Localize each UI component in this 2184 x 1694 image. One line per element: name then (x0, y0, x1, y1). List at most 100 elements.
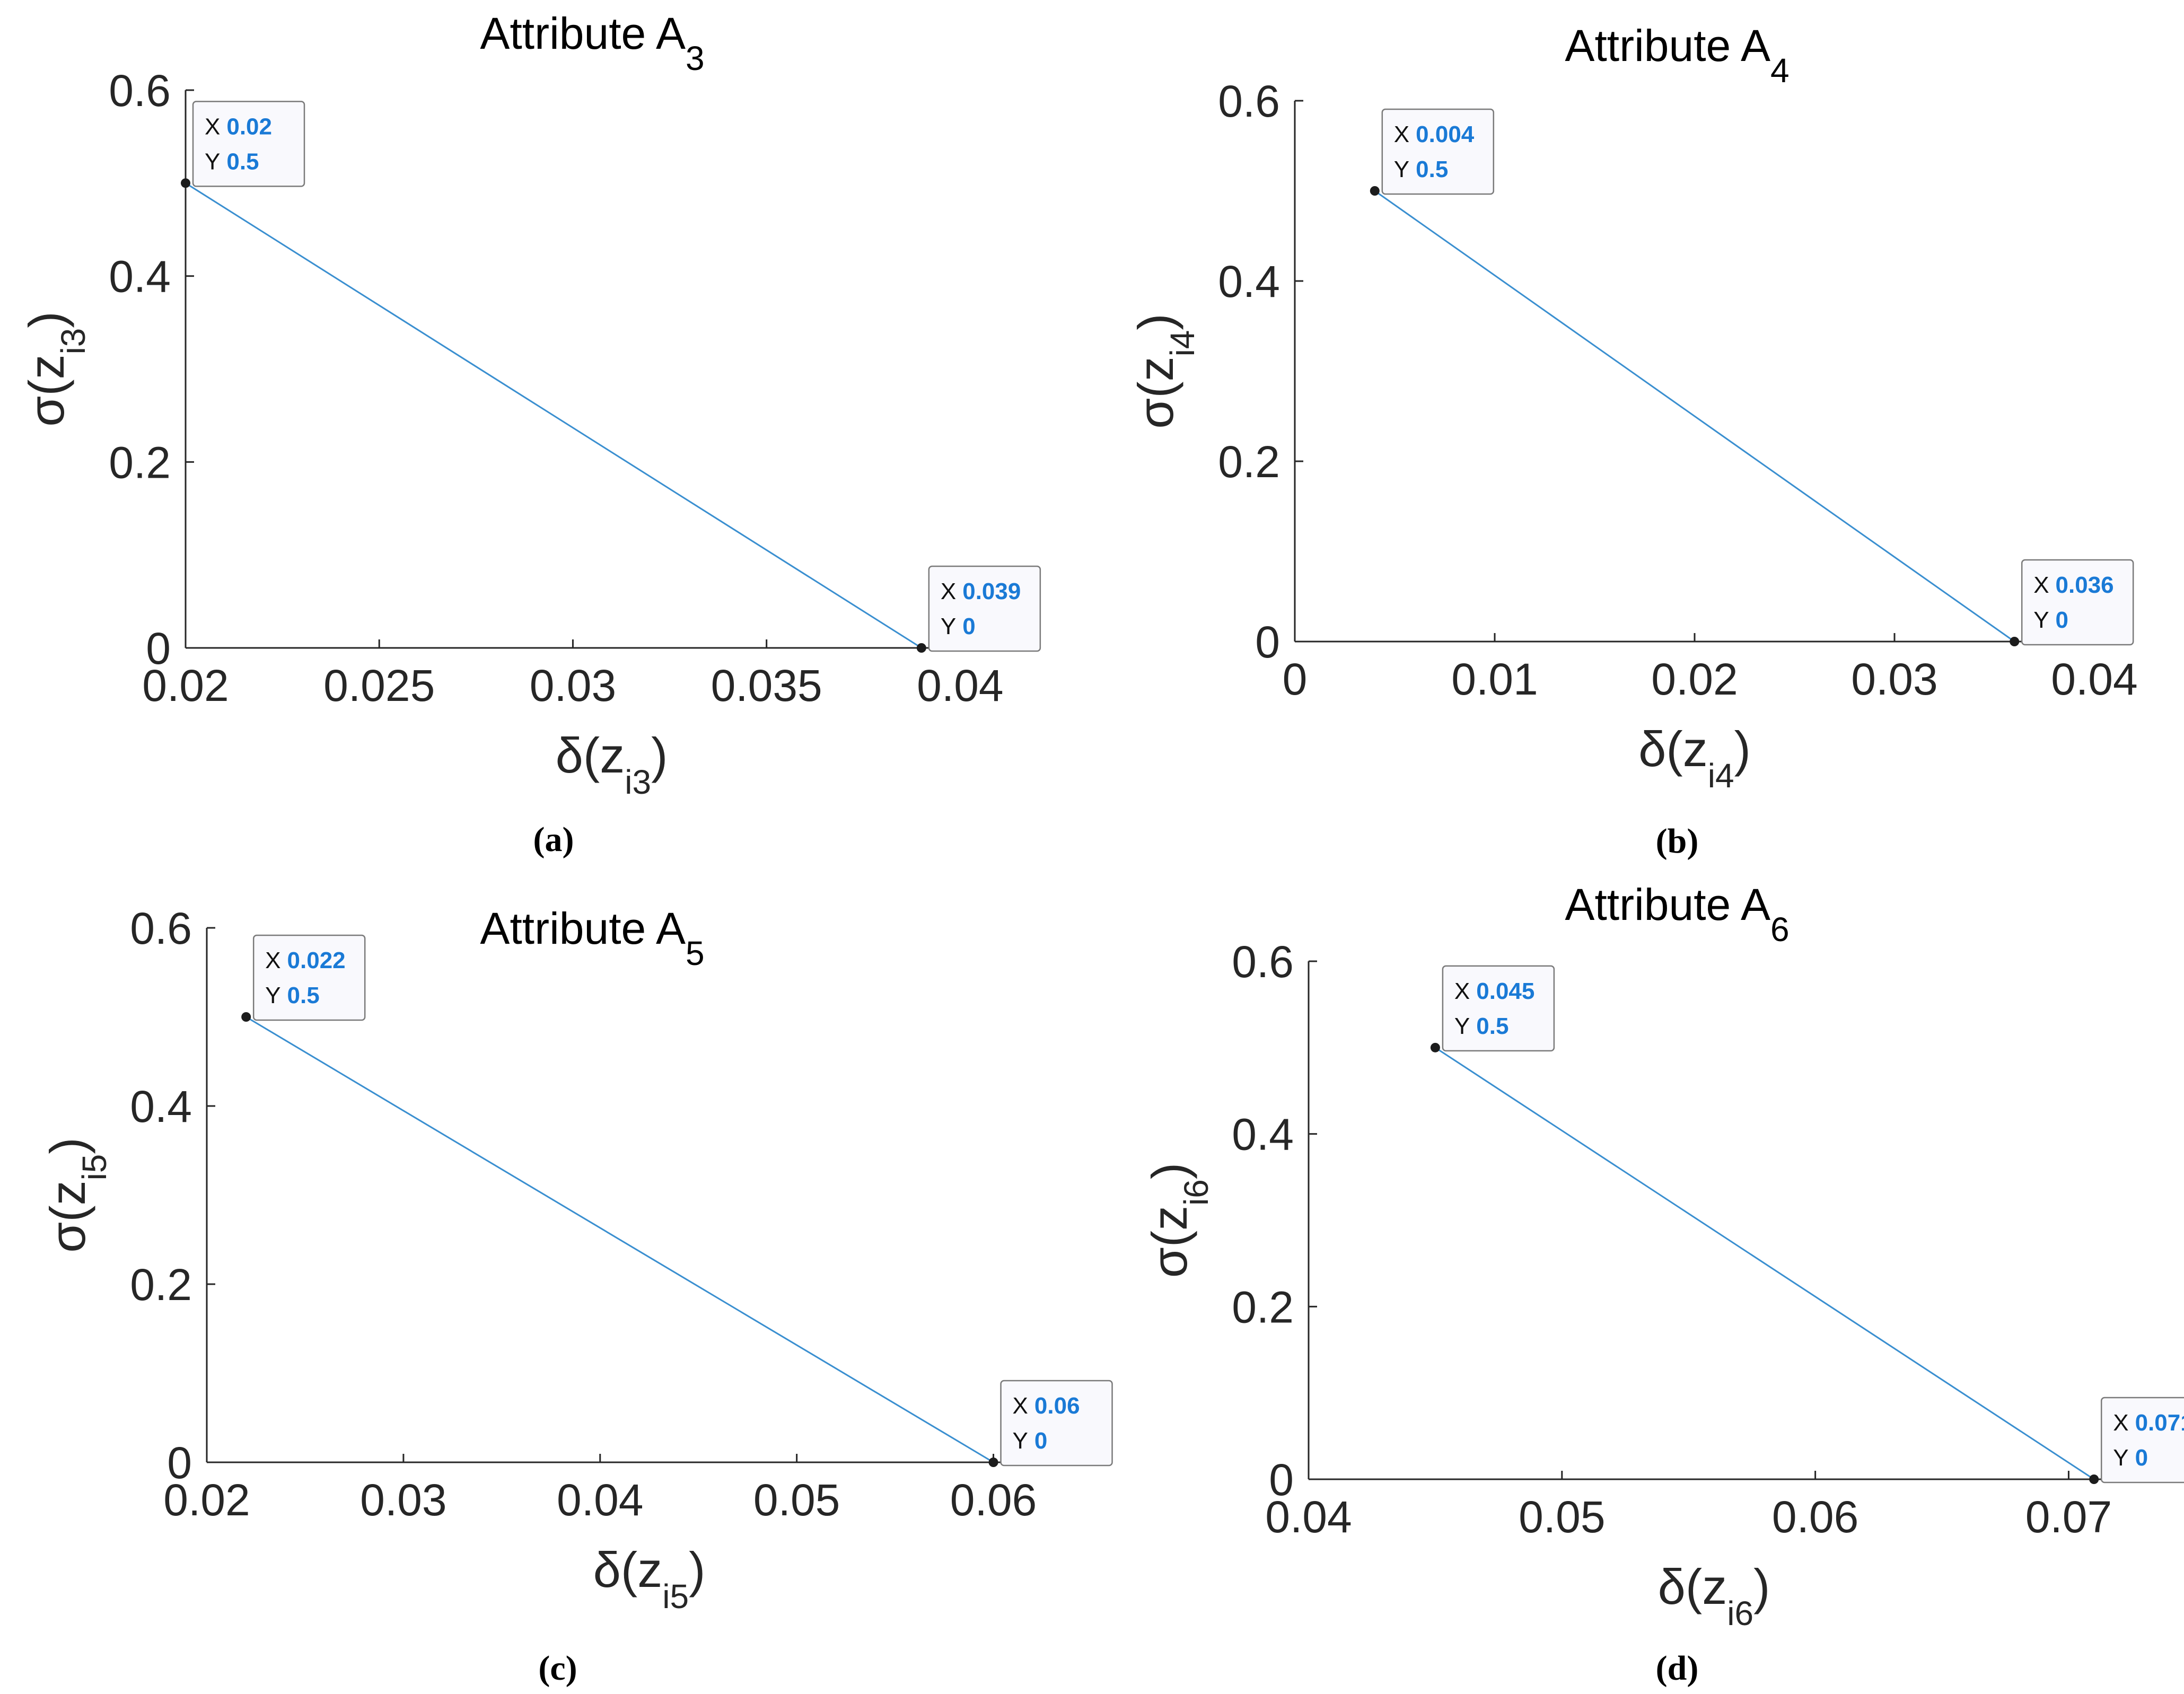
x-axis-label-suffix: ) (1753, 1559, 1770, 1614)
datatip-y-value: 0.5 (1416, 156, 1448, 182)
y-axis-label: σ(zi6) (1142, 1163, 1215, 1278)
datatip[interactable]: X 0.039 Y 0 (928, 565, 1041, 652)
y-axis-label-prefix: σ(z (1128, 356, 1183, 428)
y-axis-label: σ(zi4) (1128, 313, 1201, 428)
datatip-x-value: 0.004 (1416, 121, 1475, 147)
panel-b: 0 0.01 0.02 0.03 0.04 0 0.2 0.4 0.6 Attribute A4 δ… (1128, 21, 2138, 861)
datatip-x-value: 0.071 (2135, 1410, 2184, 1436)
panel-label: (b) (1656, 822, 1699, 861)
y-tick-label: 0.2 (1232, 1282, 1294, 1332)
panel-label: (c) (538, 1649, 577, 1688)
datatip-y-label: Y (1013, 1428, 1028, 1454)
datatip-y-value: 0 (1034, 1428, 1047, 1454)
data-point (1370, 186, 1380, 196)
datatip[interactable]: X 0.004 Y 0.5 (1381, 108, 1495, 195)
datatip-y-label: Y (2113, 1445, 2128, 1471)
data-point (181, 178, 190, 188)
x-tick-label: 0.06 (950, 1475, 1037, 1525)
datatip-y-value: 0.5 (287, 982, 320, 1008)
data-point (988, 1458, 998, 1467)
datatip-x-row: X 0.039 (941, 578, 1021, 604)
y-axis-label-prefix: σ(z (1142, 1206, 1197, 1278)
x-axis-label: δ(zi6) (1658, 1559, 1770, 1632)
chart-title-subscript: 5 (686, 934, 705, 972)
datatip-y-value: 0 (2056, 607, 2068, 633)
y-axis-label-subscript: i3 (54, 328, 92, 355)
x-tick-label: 0.03 (360, 1475, 447, 1525)
datatip-x-label: X (1454, 978, 1470, 1004)
chart-title-text: Attribute A (480, 8, 686, 58)
datatip-x-label: X (941, 578, 956, 604)
datatip[interactable]: X 0.02Y 0.5 (192, 101, 305, 187)
datatip-box (2021, 559, 2134, 646)
x-tick-label: 0.03 (1851, 654, 1938, 704)
x-tick-label: 0.04 (917, 661, 1004, 710)
x-tick-label: 0.02 (1651, 654, 1738, 704)
chart-title: Attribute A3 (480, 8, 704, 77)
y-tick-label: 0.2 (1218, 437, 1280, 487)
y-tick-label: 0.2 (109, 437, 171, 487)
y-axis-label-subscript: i6 (1177, 1179, 1215, 1206)
x-axis-label-subscript: i5 (662, 1577, 689, 1616)
datatip[interactable]: X 0.06Y 0 (1000, 1380, 1113, 1467)
datatip-x-value: 0.02 (226, 113, 272, 139)
y-tick-label: 0.6 (1218, 76, 1280, 126)
datatip-box (1442, 965, 1555, 1052)
chart-title: Attribute A5 (480, 903, 704, 972)
y-tick-label: 0.6 (109, 66, 171, 116)
datatip-y-row: Y 0.5 (1394, 156, 1449, 182)
chart-title: Attribute A6 (1565, 880, 1789, 949)
x-axis-label-prefix: δ(z (1658, 1559, 1727, 1614)
x-axis-label: δ(zi5) (593, 1542, 706, 1616)
datatip-y-row: Y 0.5 (205, 148, 259, 174)
x-axis-label-suffix: ) (689, 1542, 705, 1598)
datatip-y-label: Y (941, 613, 956, 639)
y-tick-label: 0 (167, 1438, 192, 1488)
datatip-x-label: X (1013, 1393, 1028, 1419)
datatip[interactable]: X 0.022 Y 0.5 (252, 934, 366, 1021)
x-tick-label: 0.02 (163, 1475, 250, 1525)
datatip-y-label: Y (205, 148, 220, 174)
x-tick-label: 0.04 (557, 1475, 644, 1525)
x-axis-label-suffix: ) (651, 727, 668, 783)
data-point (241, 1012, 251, 1022)
chart-title-subscript: 4 (1770, 51, 1790, 90)
datatip-x-label: X (2033, 572, 2049, 598)
data-point (2010, 637, 2020, 646)
data-point (916, 643, 926, 653)
series-line (245, 1016, 994, 1463)
y-tick-label: 0.4 (1232, 1110, 1294, 1160)
datatip-y-value: 0.5 (1476, 1013, 1508, 1039)
x-axis-label-suffix: ) (1734, 721, 1751, 777)
datatip[interactable]: X 0.036 Y 0 (2021, 559, 2134, 646)
y-axis-label-prefix: σ(z (40, 1180, 95, 1252)
x-tick-label: 0.035 (711, 661, 822, 710)
y-axis-label: σ(zi3) (19, 311, 92, 426)
y-tick-label: 0 (1269, 1455, 1294, 1505)
datatip-y-row: Y 0.5 (265, 982, 320, 1008)
datatip-x-label: X (2113, 1410, 2128, 1436)
datatip-y-label: Y (1394, 156, 1409, 182)
y-axis-label-prefix: σ(z (19, 354, 74, 426)
data-point (2089, 1474, 2099, 1484)
y-axis-label-subscript: i4 (1163, 330, 1201, 357)
panel-d: 0.04 0.05 0.06 0.07 0 0.2 0.4 0.6 Attribute A6 δ(… (1142, 880, 2184, 1688)
y-tick-label: 0.6 (130, 903, 192, 953)
datatip-x-row: X 0.004 (1394, 121, 1475, 147)
datatip-x-row: X 0.071 (2113, 1410, 2184, 1436)
y-tick-label: 0 (146, 624, 171, 673)
x-tick-label: 0.05 (753, 1475, 840, 1525)
y-tick-label: 0.2 (130, 1260, 192, 1310)
panel-label: (a) (533, 820, 574, 859)
datatip-y-label: Y (2033, 607, 2049, 633)
datatip-box (2100, 1397, 2184, 1484)
chart-title-subscript: 6 (1770, 910, 1790, 949)
x-axis-label-prefix: δ(z (593, 1542, 663, 1598)
datatip[interactable]: X 0.071 Y0 (2100, 1397, 2184, 1484)
series-line (185, 182, 922, 649)
x-tick-label: 0.07 (2025, 1492, 2112, 1542)
datatip-x-row: X 0.045 (1454, 978, 1534, 1004)
